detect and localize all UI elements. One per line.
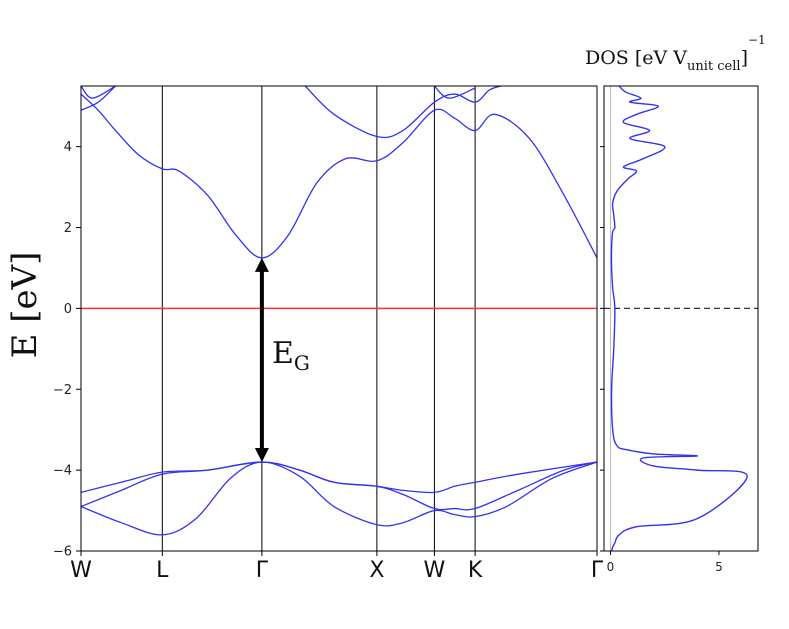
y-tick-label: −4	[53, 464, 72, 479]
gap-arrow-head-down	[254, 448, 269, 463]
dos-y-ticks	[600, 146, 604, 552]
band-y-ticks: −6 −4 −2 0 2 4	[53, 140, 81, 560]
dos-x-tick-label: 0	[607, 560, 615, 574]
kpoint-label: L	[156, 558, 169, 583]
dos-curve	[610, 85, 748, 552]
dos-title: DOS [eV Vunit cell]−1	[585, 33, 766, 74]
band-line	[81, 86, 116, 111]
band-line	[304, 86, 501, 139]
kpoint-label: K	[468, 558, 483, 583]
band-line	[81, 461, 597, 536]
kpoint-label: Γ	[256, 558, 269, 583]
band-line	[81, 461, 597, 511]
band-curves	[81, 86, 597, 536]
dos-plot-frame	[603, 85, 759, 552]
gap-arrow-head-up	[254, 257, 269, 272]
dos-x-tick-label: 5	[715, 560, 723, 574]
kpoint-label: X	[369, 558, 384, 583]
y-tick-label: 4	[64, 140, 72, 155]
band-line	[81, 86, 116, 99]
band-line	[433, 86, 476, 99]
kpoint-label: W	[70, 558, 92, 583]
y-tick-label: −6	[53, 545, 72, 560]
y-tick-label: −2	[53, 383, 72, 398]
gap-label: EG	[272, 336, 310, 375]
band-line	[81, 461, 597, 508]
y-tick-label: 2	[64, 221, 72, 236]
dos-zero-lines	[604, 86, 758, 551]
band-plot-frame	[80, 85, 598, 552]
kpoint-label: Γ	[591, 558, 604, 583]
y-axis-label: E [eV]	[5, 252, 45, 359]
kpoint-lines	[161, 86, 476, 551]
gap-arrow	[254, 257, 269, 463]
y-tick-label: 0	[64, 302, 72, 317]
kpoint-label: W	[424, 558, 446, 583]
band-line	[81, 93, 597, 259]
